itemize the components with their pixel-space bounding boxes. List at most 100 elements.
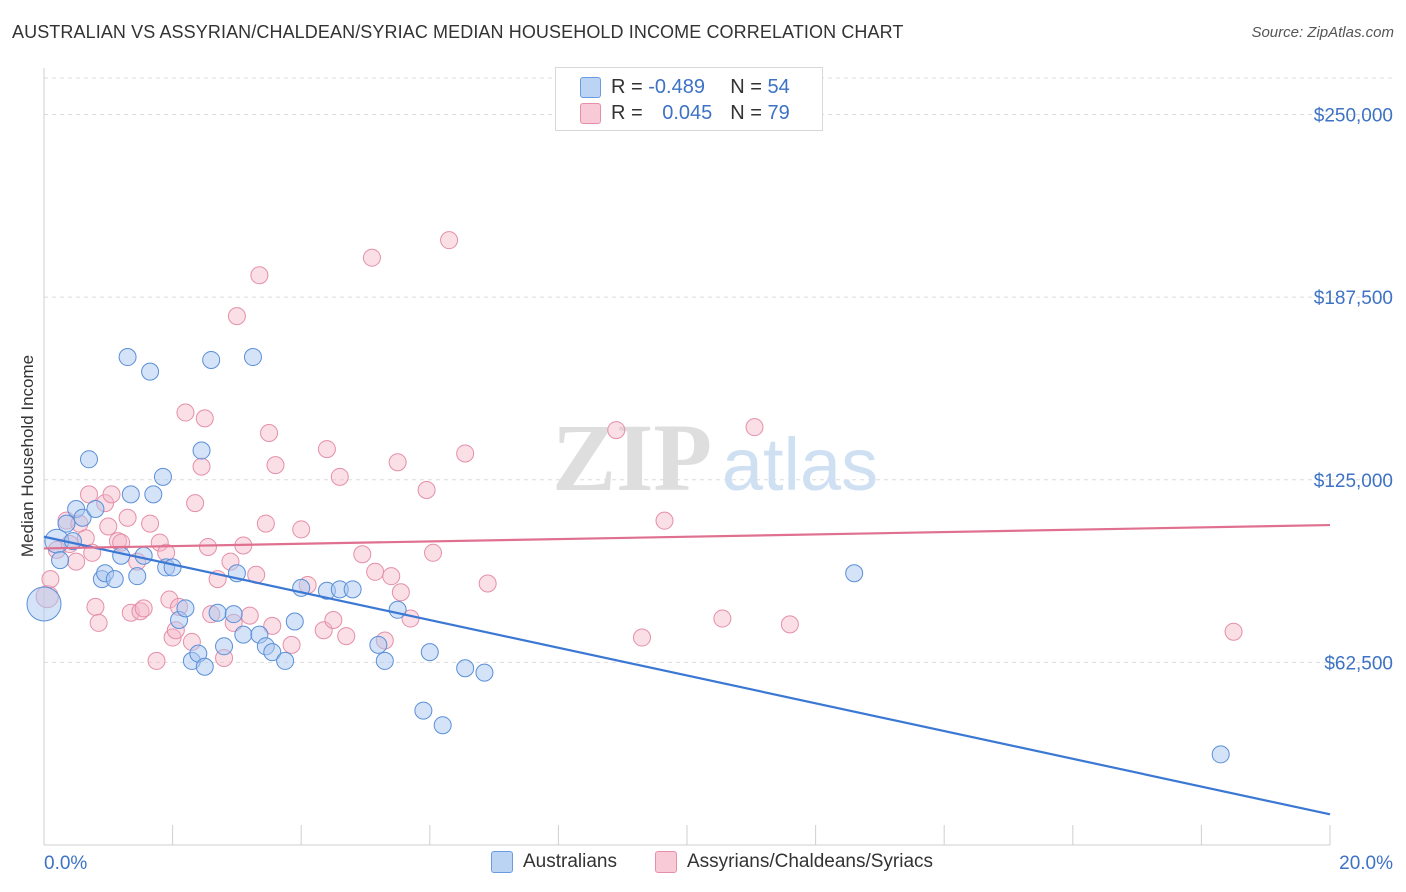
australians-point: [845, 564, 864, 583]
legend-n-value: 54: [767, 76, 790, 98]
assyrians-point: [1224, 622, 1243, 641]
assyrians-swatch: [655, 851, 677, 873]
y-tick-label: $62,500: [1324, 653, 1393, 674]
australians-point: [433, 716, 452, 735]
australians-point: [343, 580, 362, 599]
australians-point: [375, 651, 394, 670]
assyrians-point: [134, 599, 153, 618]
assyrians-point: [176, 403, 195, 422]
australians-point: [202, 350, 221, 369]
australians-point: [192, 441, 211, 460]
australians-trend-line: [43, 535, 1331, 816]
assyrians-point: [478, 574, 497, 593]
australians-point: [420, 643, 439, 662]
chart-title: AUSTRALIAN VS ASSYRIAN/CHALDEAN/SYRIAC M…: [12, 22, 904, 42]
watermark-zip: ZIP: [552, 404, 712, 511]
watermark: ZIP atlas: [552, 404, 878, 511]
assyrians-point: [86, 597, 105, 616]
assyrians-point: [745, 418, 764, 437]
assyrians-point: [282, 635, 301, 654]
assyrians-point: [292, 520, 311, 539]
assyrians-point: [118, 508, 137, 527]
assyrians-point: [366, 562, 385, 581]
australians-point: [285, 612, 304, 631]
assyrians-label: Assyrians/Chaldeans/Syriacs: [687, 851, 934, 873]
assyrians-point: [141, 514, 160, 533]
australians-point: [57, 514, 76, 533]
assyrians-point: [391, 583, 410, 602]
watermark-atlas: atlas: [722, 423, 878, 506]
assyrians-point: [440, 231, 459, 250]
australians-point: [134, 546, 153, 565]
assyrians-point: [131, 602, 150, 621]
assyrians-point: [337, 627, 356, 646]
assyrians-point: [198, 537, 217, 556]
assyrians-point: [424, 543, 443, 562]
australians-point: [176, 599, 195, 618]
legend-r-label: R =: [611, 76, 649, 98]
legend-row-australians: R = -0.489 N = 54: [580, 76, 790, 100]
australians-point: [195, 657, 214, 676]
australians-point: [153, 467, 172, 486]
assyrians-point: [41, 570, 60, 589]
australians-point: [456, 659, 475, 678]
trend-lines: [43, 523, 1331, 816]
australians-label: Australians: [523, 851, 617, 873]
assyrians-point: [713, 609, 732, 628]
y-axis-label: Median Household Income: [18, 354, 37, 558]
australians-point: [80, 450, 99, 469]
australians-point: [369, 635, 388, 654]
assyrians-point: [330, 467, 349, 486]
assyrians-point: [195, 409, 214, 428]
australians-point: [128, 567, 147, 586]
legend-row-assyrians: R = 0.045 N = 79: [580, 102, 790, 126]
assyrians-point: [324, 611, 343, 630]
assyrians-points: [35, 231, 1243, 670]
assyrians-point: [317, 440, 336, 459]
australians-point: [73, 508, 92, 527]
australians-point: [141, 362, 160, 381]
australians-point: [276, 651, 295, 670]
australians-point: [118, 348, 137, 367]
australians-point: [388, 600, 407, 619]
assyrians-point: [227, 307, 246, 326]
assyrians-point: [362, 248, 381, 267]
australians-point: [121, 485, 140, 504]
correlation-legend: R = -0.489 N = 54 R = 0.045 N = 79: [555, 67, 823, 131]
assyrians-point: [260, 424, 279, 443]
assyrians-point: [240, 606, 259, 625]
source-label: Source: ZipAtlas.com: [1251, 24, 1394, 41]
assyrians-point: [89, 613, 108, 632]
x-tick-label: 20.0%: [1339, 853, 1393, 874]
assyrians-point: [67, 552, 86, 571]
australians-swatch: [580, 77, 601, 99]
assyrians-point: [186, 494, 205, 513]
legend-n-label: N =: [730, 102, 768, 124]
assyrians-point: [382, 567, 401, 586]
australians-point: [215, 637, 234, 656]
assyrians-point: [655, 511, 674, 530]
australians-point: [26, 586, 62, 622]
assyrians-point: [388, 453, 407, 472]
assyrians-point: [456, 444, 475, 463]
assyrians-point: [99, 517, 118, 536]
gridlines: [44, 77, 1394, 663]
australians-point: [1211, 745, 1230, 764]
assyrians-swatch: [580, 103, 601, 125]
assyrians-point: [256, 514, 275, 533]
assyrians-point: [160, 590, 179, 609]
bottom-legend-assyrians: Assyrians/Chaldeans/Syriacs: [655, 851, 933, 873]
australians-point: [414, 701, 433, 720]
australians-point: [208, 603, 227, 622]
assyrians-point: [266, 456, 285, 475]
y-tick-label: $187,500: [1314, 288, 1393, 309]
assyrians-point: [250, 266, 269, 285]
assyrians-point: [353, 545, 372, 564]
australians-swatch: [491, 851, 513, 873]
australians-point: [51, 551, 70, 570]
x-tick-label: 0.0%: [44, 853, 87, 874]
australians-point: [163, 558, 182, 577]
assyrians-point: [417, 480, 436, 499]
tick-labels: $62,500 $125,000 $187,500 $250,000 0.0% 20.0%: [44, 106, 1393, 874]
legend-r-value: 0.045: [662, 102, 713, 124]
